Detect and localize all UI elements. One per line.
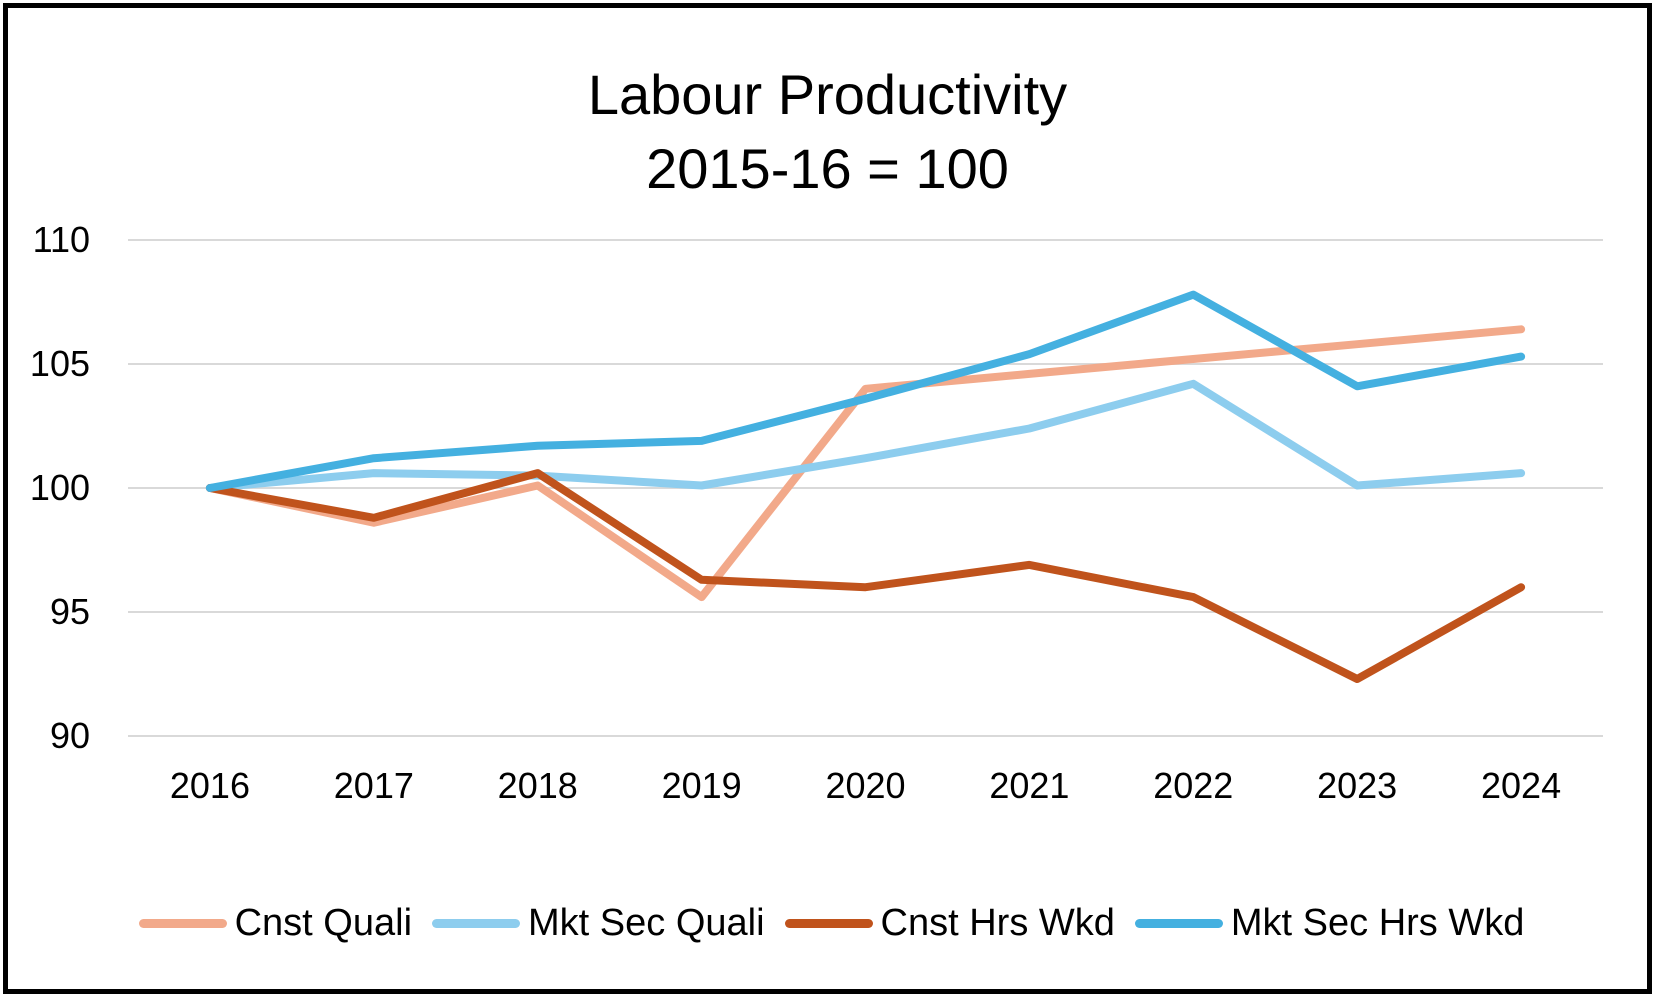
chart-title: Labour Productivity 2015-16 = 100 [8, 58, 1647, 206]
legend-item: Cnst Hrs Wkd [784, 901, 1115, 945]
legend-label: Cnst Quali [234, 901, 413, 944]
series-line-3 [205, 469, 1526, 683]
x-tick-label: 2016 [170, 765, 250, 806]
series-line-4 [205, 290, 1526, 492]
series-line-2 [205, 379, 1526, 492]
legend-item: Mkt Sec Quali [432, 902, 765, 945]
legend-item: Mkt Sec Hrs Wkd [1134, 901, 1525, 945]
x-tick-label: 2019 [662, 765, 742, 806]
x-tick-label: 2018 [498, 765, 578, 806]
chart-legend: Cnst Quali Mkt Sec Quali Cnst Hrs Wkd Mkt S… [0, 895, 1663, 951]
legend-swatch [784, 918, 873, 928]
chart-title-line-1: Labour Productivity [587, 63, 1068, 126]
series-line-1 [205, 325, 1526, 602]
y-tick-label: 95 [50, 591, 90, 632]
x-tick-label: 2024 [1481, 765, 1561, 806]
legend-label: Mkt Sec Quali [528, 901, 765, 944]
legend-swatch [432, 918, 521, 928]
legend-label: Mkt Sec Hrs Wkd [1230, 901, 1525, 944]
chart-title-line-2: 2015-16 = 100 [646, 137, 1009, 200]
x-tick-label: 2021 [989, 765, 1069, 806]
x-tick-label: 2017 [334, 765, 414, 806]
x-tick-label: 2022 [1153, 765, 1233, 806]
legend-label: Cnst Hrs Wkd [880, 901, 1115, 944]
legend-swatch [138, 918, 227, 928]
legend-swatch [1134, 918, 1223, 928]
x-tick-label: 2023 [1317, 765, 1397, 806]
y-tick-label: 90 [50, 715, 90, 756]
y-tick-label: 105 [30, 343, 90, 384]
x-tick-label: 2020 [825, 765, 905, 806]
y-tick-label: 110 [33, 219, 90, 260]
y-tick-label: 100 [30, 467, 90, 508]
legend-item: Cnst Quali [138, 901, 413, 945]
